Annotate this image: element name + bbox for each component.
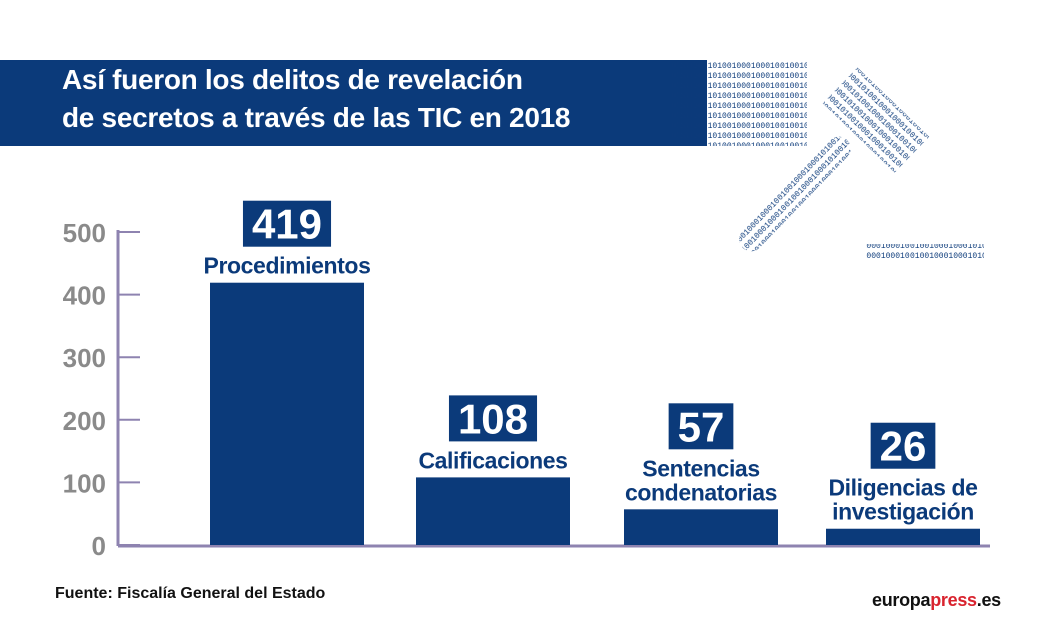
category-label: Procedimientos (204, 253, 371, 279)
gavel-head (822, 67, 930, 173)
value-label: 419 (252, 201, 322, 248)
gavel-block (866, 244, 984, 262)
value-label: 57 (678, 403, 725, 450)
value-box (668, 403, 734, 450)
category-label: investigación (832, 499, 974, 525)
category-label: Diligencias de (828, 475, 977, 501)
value-label: 108 (458, 395, 528, 442)
gavel-handle (739, 136, 851, 252)
bar (624, 509, 778, 545)
source-note: Fuente: Fiscalía General del Estado (55, 585, 326, 602)
bar (210, 282, 364, 545)
y-tick-label: 400 (63, 281, 106, 311)
chart-title-line-1: Así fueron los delitos de revelación (62, 64, 523, 95)
brand-part-press: press (930, 590, 977, 610)
y-tick-label: 0 (92, 531, 106, 561)
value-box (242, 200, 332, 247)
brand-logo: europapress.es (872, 590, 1001, 611)
brand-part-europa: europa (872, 590, 931, 610)
value-box (448, 395, 538, 442)
category-label: Sentencias (642, 455, 759, 481)
bar (416, 477, 570, 545)
y-tick-label: 300 (63, 343, 106, 373)
brand-part-domain: .es (976, 590, 1001, 610)
bar (826, 528, 980, 545)
y-tick-label: 500 (63, 218, 106, 248)
y-tick-label: 200 (63, 406, 106, 436)
title-banner (0, 60, 707, 146)
category-label: condenatorias (625, 479, 777, 505)
y-tick-label: 100 (63, 468, 106, 498)
chart-title-line-2: de secretos a través de las TIC en 2018 (62, 102, 571, 133)
gavel-icon (672, 60, 984, 262)
value-label: 26 (880, 423, 927, 470)
binary-background (672, 60, 807, 146)
value-box (870, 422, 936, 469)
category-label: Calificaciones (418, 447, 567, 473)
